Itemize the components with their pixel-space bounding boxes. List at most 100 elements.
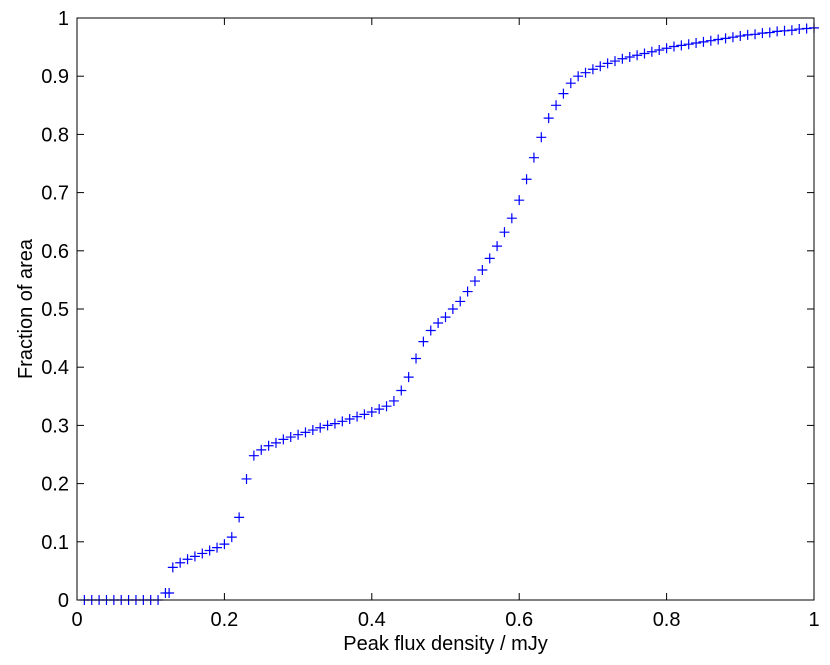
x-tick-label: 0 (71, 609, 82, 631)
y-tick-label: 0 (58, 590, 69, 612)
data-point (632, 50, 643, 61)
data-point (617, 53, 628, 64)
data-point (536, 132, 547, 143)
data-point (580, 67, 591, 78)
data-point (469, 276, 480, 287)
data-point (484, 253, 495, 264)
data-point (514, 195, 525, 206)
data-point (329, 418, 340, 429)
data-point (558, 88, 569, 99)
data-point (506, 213, 517, 224)
data-point (654, 45, 665, 56)
data-point (433, 317, 444, 328)
data-point (164, 588, 175, 599)
y-tick-label: 0.8 (41, 124, 69, 146)
data-point (219, 539, 230, 550)
data-point (668, 41, 679, 52)
data-point (624, 51, 635, 62)
data-point (735, 31, 746, 42)
data-point (587, 64, 598, 75)
data-point (396, 385, 407, 396)
data-point (241, 473, 252, 484)
data-point (595, 61, 606, 72)
data-point (263, 440, 274, 451)
data-point (322, 420, 333, 431)
data-point (492, 241, 503, 252)
data-point (182, 554, 193, 565)
data-point (750, 29, 761, 40)
data-point (212, 542, 223, 553)
y-tick-label: 0.7 (41, 183, 69, 205)
data-point (403, 372, 414, 383)
data-point (315, 422, 326, 433)
y-tick-label: 1 (58, 8, 69, 30)
data-point (676, 40, 687, 51)
data-point (167, 562, 178, 573)
data-point (388, 395, 399, 406)
data-point (175, 557, 186, 568)
data-point (344, 413, 355, 424)
data-point (278, 434, 289, 445)
data-point (455, 296, 466, 307)
data-point (293, 429, 304, 440)
x-tick-label: 0.8 (653, 609, 681, 631)
data-point (573, 71, 584, 82)
y-tick-label: 0.5 (41, 299, 69, 321)
y-tick-label: 0.1 (41, 532, 69, 554)
data-point (425, 325, 436, 336)
x-tick-label: 1 (808, 609, 819, 631)
data-point (270, 437, 281, 448)
data-point (337, 416, 348, 427)
data-point (683, 39, 694, 50)
data-point (189, 551, 200, 562)
data-point (447, 304, 458, 314)
data-point (713, 34, 724, 45)
data-point (411, 353, 422, 364)
data-point (204, 545, 215, 556)
data-point (256, 444, 267, 455)
data-point (602, 58, 613, 69)
data-point (477, 265, 488, 276)
data-point (691, 38, 702, 49)
data-point (786, 25, 797, 36)
data-point (352, 411, 363, 422)
x-tick-label: 0.2 (210, 609, 238, 631)
y-axis-label: Fraction of area (15, 238, 37, 379)
data-point (727, 32, 738, 43)
data-point (197, 548, 208, 559)
y-tick-label: 0.3 (41, 415, 69, 437)
data-point (661, 43, 672, 54)
data-point (285, 432, 296, 443)
x-tick-label: 0.4 (358, 609, 386, 631)
data-point (551, 100, 562, 111)
data-point (521, 174, 532, 185)
y-tick-label: 0.6 (41, 241, 69, 263)
data-point (300, 427, 311, 438)
data-point (462, 286, 473, 297)
data-point (565, 78, 576, 89)
data-point (418, 336, 429, 347)
data-point (440, 312, 451, 323)
data-point (543, 113, 554, 124)
data-point (234, 512, 245, 523)
data-point (698, 36, 709, 47)
data-point (381, 401, 392, 412)
y-tick-label: 0.4 (41, 357, 69, 379)
plot-area: 0 0.2 0.4 0.6 0.8 1 0 0.1 0.2 0.3 0.4 0.5 0.6 0.7 0.8 0… (41, 8, 819, 631)
y-tick-label: 0.9 (41, 66, 69, 88)
data-point (720, 33, 731, 44)
data-point (248, 450, 259, 461)
x-tick-label: 0.6 (505, 609, 533, 631)
data-point (359, 409, 370, 420)
data-point (639, 48, 650, 59)
data-point (528, 152, 539, 163)
data-point (374, 404, 385, 415)
data-point (610, 56, 621, 67)
x-axis-label: Peak flux density / mJy (343, 633, 548, 655)
data-point (646, 46, 657, 57)
data-point (226, 532, 237, 543)
data-point (705, 35, 716, 46)
y-tick-label: 0.2 (41, 474, 69, 496)
